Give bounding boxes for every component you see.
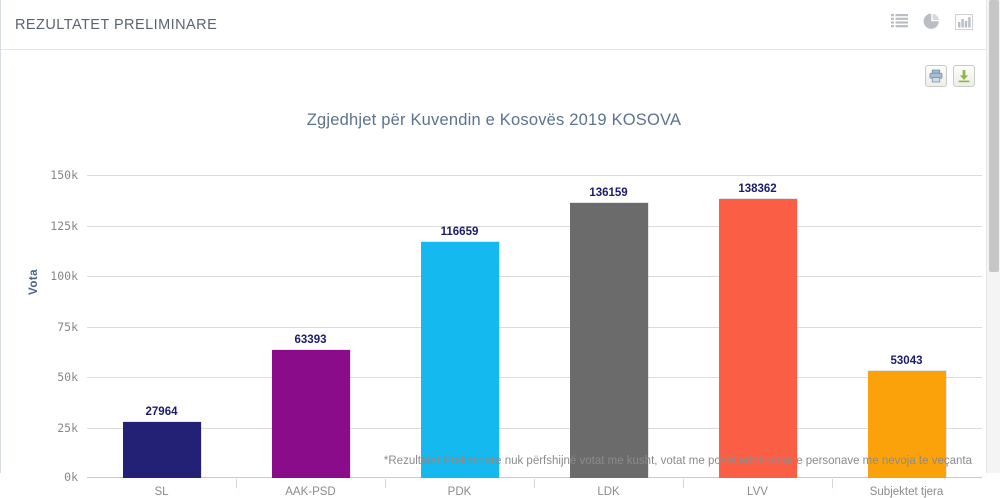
bar-group-ldk: 136159 LDK [534,175,683,498]
x-axis-separator [236,479,237,488]
bar-chart-icon[interactable] [955,13,973,35]
y-tick-label: 150k [50,168,78,182]
gridline: 25k [57,421,982,435]
gridline: 100k [50,269,982,283]
y-axis-label: Vota [28,268,40,295]
bar-aak-psd[interactable] [271,349,350,478]
panel-header: REZULTATET PRELIMINARE [1,0,987,50]
bar-ldk[interactable] [569,202,648,478]
y-tick-label: 0k [64,470,78,484]
page-scrollbar-thumb[interactable] [989,0,999,272]
gridline: 150k [50,168,982,182]
gridline: 50k [57,370,982,384]
x-tick-label-aak-psd: AAK-PSD [285,486,336,498]
bar-value-aak-psd: 63393 [294,333,327,346]
gridline: 75k [57,320,982,334]
bar-sl[interactable] [122,421,201,478]
page-title: REZULTATET PRELIMINARE [15,17,218,33]
plot-area: 150k 125k 100k 75k 50k 25k 0k [50,168,982,498]
x-axis-separator [683,479,684,488]
x-tick-label-pdk: PDK [447,486,472,498]
print-icon[interactable] [925,65,947,87]
x-axis-separator [832,479,833,488]
y-tick-label: 125k [50,218,78,233]
x-axis-separator [534,479,535,488]
download-icon[interactable] [953,65,975,87]
y-tick-label: 25k [57,420,78,435]
y-tick-label: 50k [57,370,78,384]
y-tick-label: 75k [57,319,78,334]
footnote: *Rezultatet Preliminare nuk përfshijnë v… [383,455,972,467]
x-tick-label-sl: SL [154,486,169,498]
x-tick-label-ldk: LDK [597,486,620,498]
x-tick-label-subjektet-tjera: Subjektet tjera [869,486,944,498]
bar-group-subjektet-tjera: 53043 Subjektet tjera [832,175,981,498]
bar-pdk[interactable] [420,242,499,478]
page-scrollbar[interactable] [986,0,1000,473]
pie-chart-icon[interactable] [923,13,940,35]
header-icon-group [891,13,973,35]
x-tick-label-lvv: LVV [747,486,768,498]
bar-value-subjektet-tjera: 53043 [890,354,923,367]
bar-value-ldk: 136159 [589,186,628,199]
bar-lvv[interactable] [718,198,797,478]
bar-group-aak-psd: 63393 AAK-PSD [236,175,385,498]
chart-card: Zgjedhjet për Kuvendin e Kosovës 2019 KO… [2,51,986,498]
bar-value-lvv: 138362 [738,182,777,195]
list-view-icon[interactable] [891,14,908,34]
bar-group-pdk: 116659 PDK [385,175,534,498]
x-axis-separator [385,479,386,488]
bar-group-sl: 27964 SL [87,175,236,498]
bar-series: 27964 SL 63393 AAK-PSD 116659 PDK 136159 [87,175,982,498]
bar-group-lvv: 138362 LVV [683,175,832,498]
bar-value-pdk: 116659 [440,226,479,239]
bar-subjektet-tjera[interactable] [867,370,946,478]
chart-title: Zgjedhjet për Kuvendin e Kosovës 2019 KO… [306,111,682,129]
bar-value-sl: 27964 [145,405,178,418]
chart-tool-group [925,65,975,87]
gridline: 125k [50,219,982,233]
y-tick-label: 100k [50,269,78,283]
